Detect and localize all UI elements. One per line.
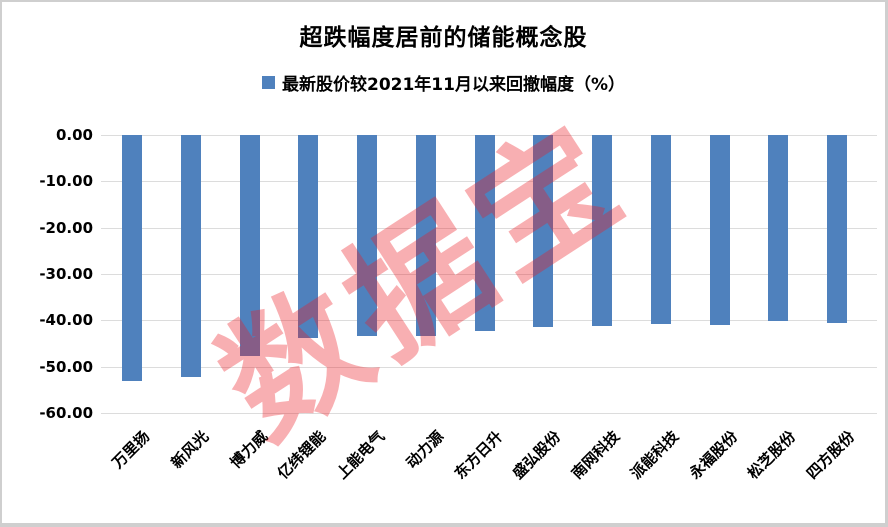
bar-万里扬 — [122, 135, 142, 381]
y-tick-label: -40.00 — [39, 311, 93, 330]
bar-博力威 — [239, 135, 260, 357]
plot-area — [101, 135, 877, 414]
bar-松芝股份 — [768, 135, 789, 322]
y-tick-label: -10.00 — [39, 172, 93, 191]
bar-东方日升 — [474, 135, 495, 332]
bar-上能电气 — [357, 135, 377, 337]
legend-square-icon — [261, 76, 275, 89]
y-tick-label: 0.00 — [55, 126, 93, 144]
chart-title: 超跌幅度居前的储能概念股 — [299, 24, 588, 51]
bar-亿纬锂能 — [298, 135, 319, 338]
bar-新风光 — [180, 135, 201, 378]
legend: 最新股价较2021年11月以来回撤幅度（%） — [2, 70, 885, 95]
bar-四方股份 — [827, 135, 847, 323]
y-tick-label: -30.00 — [39, 265, 93, 283]
y-tick-label: -20.00 — [39, 218, 93, 237]
gridline — [101, 413, 877, 414]
bar-南网科技 — [592, 135, 612, 326]
bar-动力源 — [415, 135, 436, 337]
y-tick-label: -60.00 — [39, 404, 93, 422]
y-tick-label: -50.00 — [39, 357, 93, 376]
bar-盛弘股份 — [533, 135, 554, 327]
gridline — [101, 366, 877, 368]
bar-派能科技 — [650, 135, 671, 325]
legend-label: 最新股价较2021年11月以来回撤幅度（%） — [281, 75, 625, 95]
bar-永福股份 — [709, 135, 730, 325]
